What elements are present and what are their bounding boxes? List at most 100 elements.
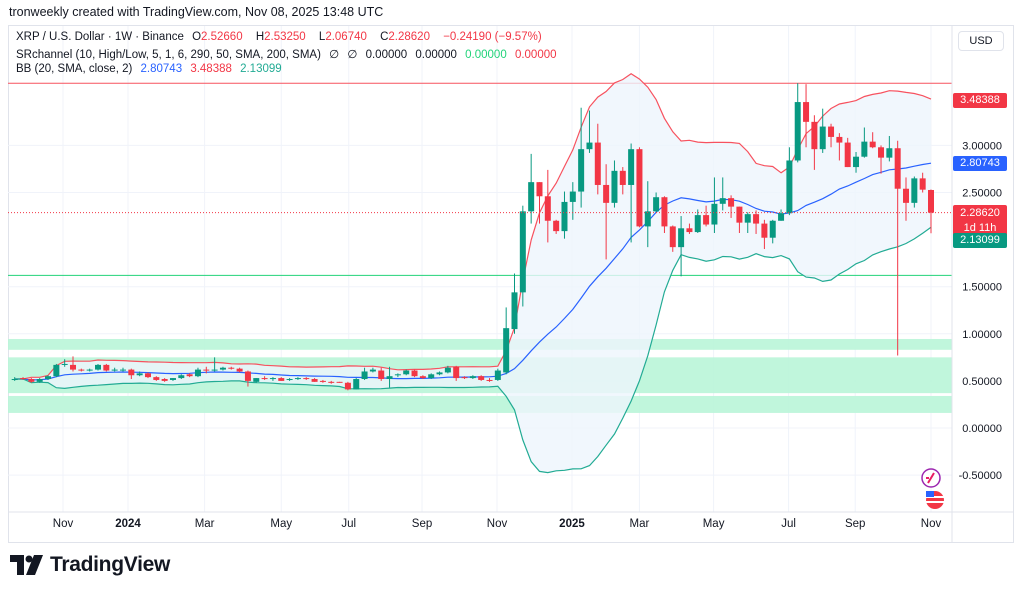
candle-body: [494, 370, 501, 380]
candle-body: [586, 142, 593, 150]
y-tick-label: 3.00000: [962, 140, 1002, 152]
open-value: 2.52660: [201, 31, 243, 43]
bb-lower-value: 2.13099: [240, 63, 282, 75]
candle-body: [119, 369, 126, 371]
candle-body: [194, 369, 201, 377]
candle-body: [86, 369, 93, 371]
x-tick-label: Nov: [487, 518, 508, 530]
candle-body: [711, 203, 718, 225]
candle-body: [478, 376, 485, 380]
candle-body: [53, 364, 60, 377]
x-tick-label: Mar: [195, 518, 215, 530]
tradingview-logo[interactable]: TradingView: [10, 553, 170, 577]
currency-button[interactable]: USD: [958, 31, 1004, 51]
x-tick-label: Sep: [845, 518, 865, 530]
sr-zone: [8, 338, 952, 350]
candle-body: [28, 379, 35, 382]
bar-countdown: 1d 11h: [963, 222, 997, 234]
x-tick-label: May: [270, 518, 292, 530]
candle-body: [394, 374, 401, 376]
candle-body: [819, 126, 826, 150]
srchannel-title[interactable]: SRchannel (10, High/Low, 5, 1, 6, 290, 5…: [16, 49, 321, 61]
bb-upper-tag: 3.48388: [953, 93, 1007, 108]
high-value: 2.53250: [264, 31, 306, 43]
candle-body: [70, 364, 77, 370]
y-tick-label: 2.50000: [962, 188, 1002, 200]
x-tick-label: 2024: [115, 518, 141, 530]
candle-body: [519, 211, 526, 293]
candle-body: [528, 182, 535, 212]
candle-body: [328, 381, 335, 383]
events-icon[interactable]: [921, 468, 941, 488]
candle-body: [644, 211, 651, 227]
candle-body: [36, 379, 43, 382]
x-tick-label: 2025: [559, 518, 585, 530]
candle-body: [761, 223, 768, 238]
candle-body: [11, 379, 18, 381]
symbol-title[interactable]: XRP / U.S. Dollar · 1W · Binance: [16, 31, 184, 43]
candle-body: [886, 148, 893, 158]
candle-body: [128, 369, 135, 376]
candle-body: [286, 379, 293, 381]
candle-body: [511, 292, 518, 330]
candle-body: [144, 373, 151, 378]
candle-body: [803, 102, 810, 122]
legend-bb-row: BB (20, SMA, close, 2) 2.80743 3.48388 2…: [16, 63, 287, 75]
candle-body: [503, 328, 510, 373]
candle-body: [353, 379, 360, 390]
candle-body: [261, 378, 268, 380]
candle-body: [278, 378, 285, 381]
candle-body: [594, 142, 601, 185]
candle-body: [561, 201, 568, 232]
candle-body: [578, 149, 585, 192]
candle-body: [828, 126, 835, 137]
candle-body: [428, 374, 435, 379]
brand-name: TradingView: [50, 553, 171, 576]
y-tick-label: 1.00000: [962, 329, 1002, 341]
candle-body: [628, 149, 635, 185]
candle-body: [319, 380, 326, 382]
candle-body: [444, 367, 451, 373]
candle-body: [403, 370, 410, 375]
candle-body: [436, 372, 443, 375]
candle-body: [311, 379, 318, 382]
candle-body: [303, 378, 310, 380]
candle-body: [719, 198, 726, 204]
candle-body: [636, 149, 643, 227]
candle-body: [544, 196, 551, 221]
candle-body: [669, 226, 676, 248]
x-tick-label: Jul: [781, 518, 796, 530]
y-tick-label: 1.50000: [962, 282, 1002, 294]
candle-body: [728, 198, 735, 207]
candle-body: [619, 170, 626, 185]
candle-body: [95, 364, 101, 370]
bb-title[interactable]: BB (20, SMA, close, 2): [16, 63, 133, 75]
x-tick-label: Jul: [341, 518, 356, 530]
candle-body: [136, 373, 143, 376]
bb-upper-line: [14, 72, 932, 380]
candle-body: [45, 376, 52, 380]
candle-body: [169, 378, 176, 380]
candle-body: [603, 184, 610, 203]
candle-body: [161, 379, 168, 381]
time-axis: Nov 2024 Mar May Jul Sep Nov 2025 Mar May Jul Sep No…: [53, 518, 942, 530]
us-flag-icon[interactable]: [926, 491, 944, 509]
last-price: 2.28620: [960, 207, 1000, 219]
candle-body: [686, 228, 693, 233]
candle-body: [811, 121, 818, 150]
candle-body: [753, 214, 760, 224]
candle-body: [244, 371, 251, 381]
bb-upper-value: 3.48388: [190, 63, 232, 75]
change-value: −0.24190 (−9.57%): [443, 31, 542, 43]
candle-body: [269, 378, 276, 380]
candle-body: [836, 136, 843, 143]
candle-body: [703, 215, 710, 225]
chart-frame: [8, 25, 1014, 543]
candle-body: [678, 228, 685, 248]
bb-basis-tag: 2.80743: [953, 156, 1007, 171]
candle-body: [178, 375, 185, 379]
candle-body: [361, 371, 368, 380]
candle-body: [453, 366, 460, 379]
candle-body: [20, 378, 27, 380]
